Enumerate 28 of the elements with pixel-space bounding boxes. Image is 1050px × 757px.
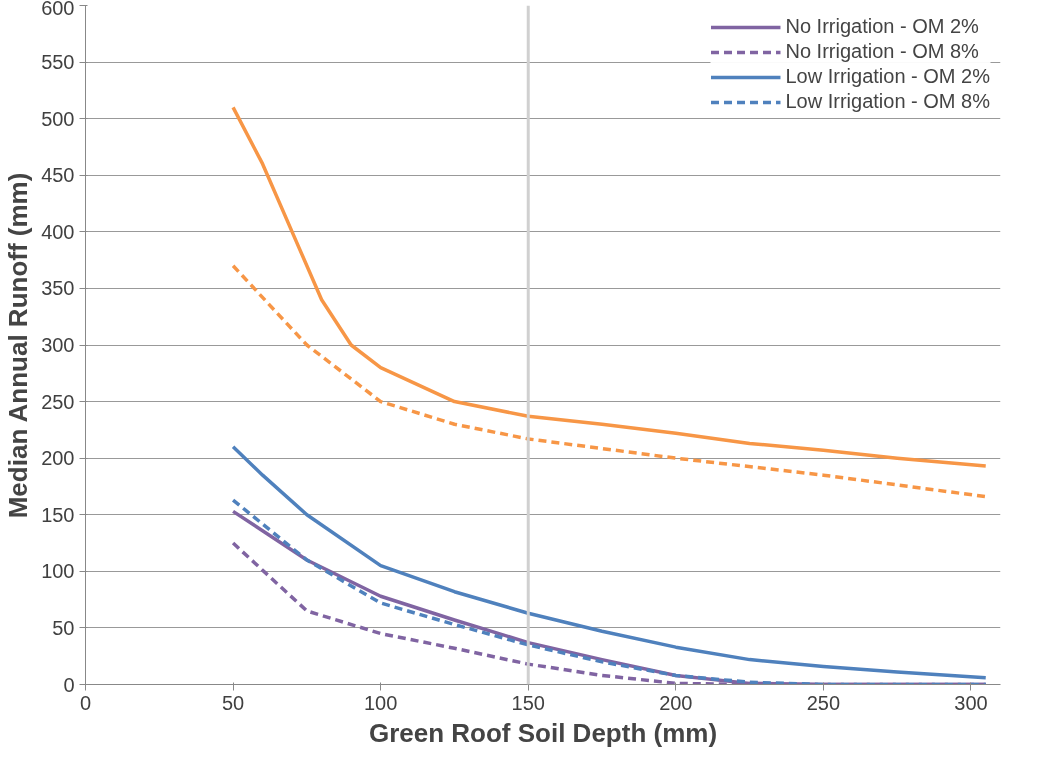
y-tick-label: 600	[41, 0, 75, 19]
x-tick-label: 250	[806, 691, 841, 714]
y-tick-label: 250	[41, 390, 75, 413]
y-tick-label: 550	[41, 51, 75, 74]
x-tick-label: 200	[659, 691, 693, 714]
x-tick-label: 50	[221, 691, 245, 714]
y-tick-label: 450	[41, 164, 75, 187]
legend-label: No Irrigation - OM 8%	[785, 40, 979, 63]
line-series	[231, 445, 988, 680]
x-tick-label: 150	[511, 691, 545, 714]
y-tick-label: 50	[52, 616, 75, 639]
y-tick-label: 500	[41, 107, 75, 130]
x-axis-title: Green Roof Soil Depth (mm)	[368, 717, 718, 748]
y-tick-label: 150	[41, 503, 75, 526]
y-tick-label: 400	[41, 220, 75, 243]
x-tick-label: 100	[363, 691, 398, 714]
legend-label: Low Irrigation - OM 2%	[785, 65, 990, 88]
legend-label: No Irrigation - OM 2%	[785, 15, 979, 38]
y-tick-label: 200	[41, 447, 75, 470]
y-tick-label: 300	[41, 334, 75, 356]
y-axis-title: Median Annual Runoff (mm)	[3, 172, 34, 519]
y-tick-label: 0	[63, 673, 75, 696]
line-series	[231, 264, 988, 499]
y-tick-label: 100	[41, 560, 75, 583]
legend-label: Low Irrigation - OM 8%	[785, 90, 990, 113]
y-tick-label: 350	[41, 277, 75, 300]
x-tick-label: 0	[79, 691, 92, 714]
x-tick-label: 300	[954, 691, 988, 714]
